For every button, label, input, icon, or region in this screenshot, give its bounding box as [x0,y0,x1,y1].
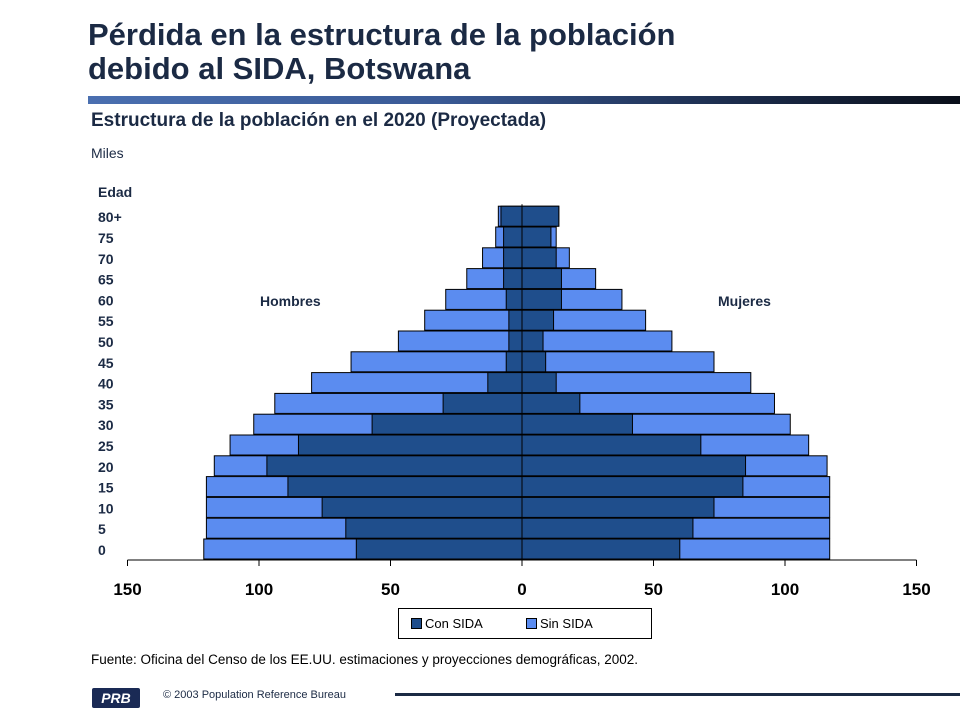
age-tick-label-6: 30 [98,417,114,433]
bar-con-sida-mujeres-6 [521,413,633,435]
age-tick-label-11: 55 [98,313,114,329]
bar-con-sida-hombres-16 [500,205,523,227]
bar-con-sida-mujeres-16 [521,205,560,227]
source-note: Fuente: Oficina del Censo de los EE.UU. … [91,652,639,667]
bar-con-sida-hombres-14 [503,247,523,269]
chart-subtitle: Estructura de la población en el 2020 (P… [91,110,547,131]
legend-swatch-con-sida [411,618,422,629]
age-tick-label-14: 70 [98,251,114,267]
prb-logo: PRB [92,688,140,708]
age-tick-label-12: 60 [98,292,114,308]
bar-con-sida-mujeres-15 [521,226,552,248]
x-tick-label-6: 150 [902,580,930,599]
legend-item-sin-sida: Sin SIDA [526,616,593,631]
bar-con-sida-hombres-5 [297,434,523,456]
age-tick-label-13: 65 [98,272,114,288]
age-tick-label-4: 20 [98,459,114,475]
prb-logo-text: PRB [101,690,131,706]
age-tick-label-7: 35 [98,396,114,412]
age-tick-label-16: 80+ [98,209,122,225]
bar-con-sida-hombres-4 [266,455,523,477]
bar-con-sida-hombres-15 [503,226,523,248]
bar-con-sida-hombres-8 [487,372,523,394]
bar-con-sida-mujeres-7 [521,392,581,414]
bar-con-sida-mujeres-5 [521,434,702,456]
age-tick-label-5: 25 [98,438,114,454]
age-tick-label-3: 15 [98,480,114,496]
x-tick-label-0: 150 [113,580,141,599]
bar-con-sida-hombres-3 [287,476,523,498]
side-label-mujeres: Mujeres [718,293,771,309]
x-tick-label-3: 0 [517,580,526,599]
legend-label-sin-sida: Sin SIDA [540,616,593,631]
bar-sin-sida-hombres-9 [350,351,523,373]
x-tick-label-5: 100 [771,580,799,599]
x-tick-label-1: 100 [245,580,273,599]
bar-con-sida-hombres-1 [345,517,523,539]
page-title: Pérdida en la estructura de la población… [88,18,948,86]
bar-sin-sida-hombres-10 [397,330,523,352]
age-tick-label-0: 0 [98,542,106,558]
age-tick-label-15: 75 [98,230,114,246]
bar-con-sida-mujeres-10 [521,330,544,352]
bar-con-sida-hombres-11 [508,309,523,331]
age-tick-label-9: 45 [98,355,114,371]
bar-sin-sida-mujeres-9 [521,351,715,373]
units-label: Miles [91,145,124,161]
y-axis-label: Edad [98,184,132,200]
legend-label-con-sida: Con SIDA [425,616,483,631]
x-tick-label-2: 50 [381,580,400,599]
bar-con-sida-mujeres-12 [521,288,562,310]
bar-con-sida-hombres-9 [505,351,523,373]
chart-legend: Con SIDA Sin SIDA [398,608,652,639]
bar-con-sida-hombres-2 [321,496,523,518]
bar-sin-sida-hombres-11 [424,309,523,331]
title-line-1: Pérdida en la estructura de la población [88,17,676,52]
bar-con-sida-mujeres-13 [521,268,562,290]
x-tick-label-4: 50 [644,580,663,599]
title-line-2: debido al SIDA, Botswana [88,51,471,86]
age-tick-label-10: 50 [98,334,114,350]
title-divider [88,96,960,104]
bar-con-sida-mujeres-11 [521,309,555,331]
bar-con-sida-mujeres-14 [521,247,557,269]
bar-con-sida-mujeres-8 [521,372,557,394]
side-label-hombres: Hombres [260,293,321,309]
legend-swatch-sin-sida [526,618,537,629]
bar-con-sida-mujeres-1 [521,517,694,539]
bar-con-sida-hombres-10 [508,330,523,352]
bar-con-sida-mujeres-4 [521,455,747,477]
bar-sin-sida-mujeres-10 [521,330,673,352]
bar-con-sida-hombres-0 [355,538,523,560]
bar-con-sida-mujeres-2 [521,496,715,518]
age-tick-label-1: 5 [98,521,106,537]
age-tick-label-2: 10 [98,500,114,516]
age-tick-label-8: 40 [98,376,114,392]
bar-con-sida-hombres-13 [503,268,523,290]
bar-con-sida-hombres-6 [371,413,523,435]
copyright-notice: © 2003 Population Reference Bureau [163,689,347,701]
bar-con-sida-hombres-7 [442,392,523,414]
bar-con-sida-mujeres-9 [521,351,547,373]
bar-con-sida-mujeres-3 [521,476,744,498]
bar-con-sida-hombres-12 [505,288,523,310]
legend-item-con-sida: Con SIDA [411,616,483,631]
bar-con-sida-mujeres-0 [521,538,681,560]
footer-divider [395,693,960,696]
